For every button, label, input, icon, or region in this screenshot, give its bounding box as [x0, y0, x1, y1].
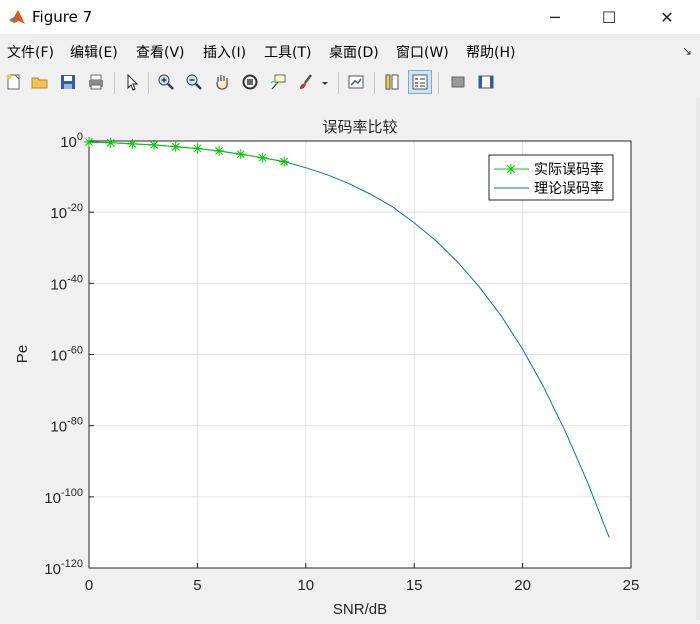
legend-entry-theoretical: 理论误码率: [534, 180, 604, 196]
close-button[interactable]: ✕: [660, 7, 674, 27]
menu-help[interactable]: 帮助(H): [466, 45, 516, 61]
toolbar-separator: [338, 72, 339, 94]
maximize-button[interactable]: ☐: [601, 7, 617, 27]
data-point-marker: [279, 156, 290, 167]
marker-stroke: [193, 144, 202, 153]
y-tick-label: 10-60: [50, 345, 83, 365]
plot-svg: 0 5 10 15 20 25 100 10-20 10-40 10-60 10-80 10-100 1…: [14, 118, 639, 618]
marker-stroke: [171, 142, 180, 151]
zoom-out-icon[interactable]: [182, 70, 206, 94]
toolbar-separator: [148, 72, 149, 94]
menu-file[interactable]: 文件(F): [7, 45, 54, 61]
x-tick-label: 0: [85, 577, 93, 594]
legend-entry-measured: 实际误码率: [534, 161, 604, 177]
zoom-in-icon[interactable]: [154, 70, 178, 94]
brush-dropdown-icon[interactable]: [318, 70, 332, 94]
menu-edit[interactable]: 编辑(E): [70, 45, 118, 61]
menu-overflow-icon[interactable]: ↘: [681, 44, 692, 58]
show-plot-tools-icon[interactable]: [474, 70, 498, 94]
marker-stroke: [128, 139, 137, 148]
data-point-marker: [214, 145, 225, 156]
menu-tools[interactable]: 工具(T): [264, 45, 312, 61]
legend-asterisk-marker: [506, 164, 516, 174]
print-icon[interactable]: [84, 70, 108, 94]
pointer-icon[interactable]: [120, 70, 144, 94]
x-axis-label: SNR/dB: [333, 601, 387, 618]
data-point-marker: [235, 149, 246, 160]
data-point-marker: [84, 137, 94, 148]
marker-stroke: [106, 138, 115, 147]
axis-ticks: 0 5 10 15 20 25 100 10-20 10-40 10-60 10-80 10-100 1…: [44, 131, 639, 594]
marker-stroke: [280, 157, 289, 166]
data-cursor-icon[interactable]: [266, 70, 290, 94]
axes-border: [88, 140, 632, 569]
minimize-button[interactable]: ─: [550, 7, 560, 27]
y-axis-label: Pe: [14, 345, 31, 363]
marker-stroke: [85, 138, 93, 147]
y-tick-label: 10-80: [50, 416, 83, 436]
x-tick-label: 25: [623, 577, 640, 594]
x-tick-label: 5: [193, 577, 201, 594]
data-point-marker: [192, 143, 203, 154]
new-figure-icon[interactable]: [2, 70, 26, 94]
colorbar-icon[interactable]: [380, 70, 404, 94]
data-point-marker: [170, 141, 181, 152]
marker-stroke: [258, 153, 267, 162]
figure-canvas: 0 5 10 15 20 25 100 10-20 10-40 10-60 10-80 10-100 1…: [0, 98, 696, 620]
marker-stroke: [507, 165, 515, 173]
window-titlebar: Figure 7 ─ ☐ ✕: [0, 0, 700, 34]
data-point-marker: [127, 138, 138, 149]
y-tick-label: 10-40: [50, 273, 83, 293]
pan-hand-icon[interactable]: [210, 70, 234, 94]
menu-window[interactable]: 窗口(W): [396, 45, 449, 61]
save-icon[interactable]: [56, 70, 80, 94]
data-point-marker: [105, 137, 116, 148]
hide-plot-tools-icon[interactable]: [446, 70, 470, 94]
chart-title: 误码率比较: [322, 118, 397, 136]
marker-stroke: [215, 147, 224, 155]
y-tick-label: 10-100: [44, 487, 83, 507]
menu-insert[interactable]: 插入(I): [203, 45, 247, 61]
brush-icon[interactable]: [294, 70, 318, 94]
x-tick-label: 20: [514, 577, 531, 594]
toolbar-separator: [374, 72, 375, 94]
toolbar-separator: [438, 72, 439, 94]
matlab-logo-icon: [8, 8, 26, 26]
x-tick-label: 15: [406, 577, 423, 594]
legend-box: [488, 154, 614, 201]
toolbar-separator: [114, 72, 115, 94]
marker-stroke: [236, 150, 245, 159]
y-tick-label: 10-120: [44, 558, 83, 578]
menu-view[interactable]: 查看(V): [136, 45, 185, 61]
window-scrollbar[interactable]: [696, 98, 700, 620]
measured-ber-line: [88, 141, 285, 163]
rotate-3d-icon[interactable]: [238, 70, 262, 94]
legend[interactable]: 实际误码率 理论误码率: [488, 154, 614, 201]
legend-icon[interactable]: [408, 70, 432, 94]
link-plot-icon[interactable]: [344, 70, 368, 94]
y-tick-label: 100: [60, 131, 83, 151]
open-folder-icon[interactable]: [28, 70, 52, 94]
x-tick-label: 10: [297, 577, 314, 594]
menu-desktop[interactable]: 桌面(D): [329, 45, 379, 61]
data-point-marker: [149, 139, 160, 150]
data-point-marker: [257, 152, 268, 163]
marker-stroke: [150, 140, 158, 149]
figure-toolbar: [0, 66, 700, 99]
y-tick-label: 10-20: [50, 202, 83, 222]
data-series: [84, 137, 610, 538]
window-title: Figure 7: [32, 8, 93, 26]
menu-bar: 文件(F) 编辑(E) 查看(V) 插入(I) 工具(T) 桌面(D) 窗口(W…: [0, 34, 700, 66]
